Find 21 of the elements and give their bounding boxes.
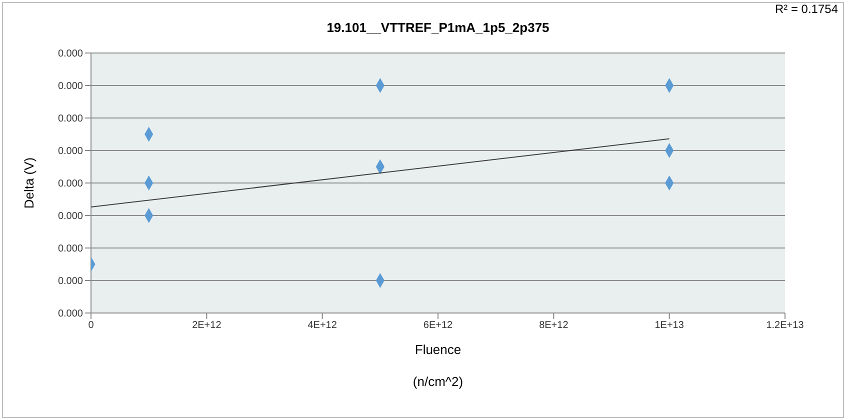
text: (n/cm^2)	[412, 374, 464, 389]
y-tick-label: 0.000	[58, 146, 84, 158]
x-axis-title: Fluence	[414, 342, 462, 357]
y-tick-label: 0.000	[58, 114, 84, 125]
y-axis-title: Delta (V)	[22, 157, 37, 209]
y-tick-label: 0.000	[58, 48, 84, 60]
y-tick-label: 0.000	[58, 81, 84, 92]
text: R² = 0.1754	[774, 2, 838, 16]
y-tick-label: 0.000	[58, 244, 84, 255]
x-tick-label: 1.2E+13	[766, 320, 804, 332]
x-tick-label: 8E+12	[539, 320, 569, 332]
x-tick-label: 4E+12	[308, 320, 338, 332]
chart-title: 19.101__VTTREF_P1mA_1p5_2p375	[326, 20, 550, 35]
y-tick-label: 0.000	[58, 276, 84, 288]
x-tick-label: 1E+13	[654, 320, 684, 332]
x-tick-label: 0	[88, 320, 94, 332]
x-tick-label: 2E+12	[192, 320, 222, 332]
x-tick-label: 6E+12	[423, 320, 454, 332]
y-tick-label: 0.000	[58, 308, 84, 320]
y-tick-label: 0.000	[58, 211, 84, 222]
y-tick-label: 0.000	[58, 178, 84, 190]
